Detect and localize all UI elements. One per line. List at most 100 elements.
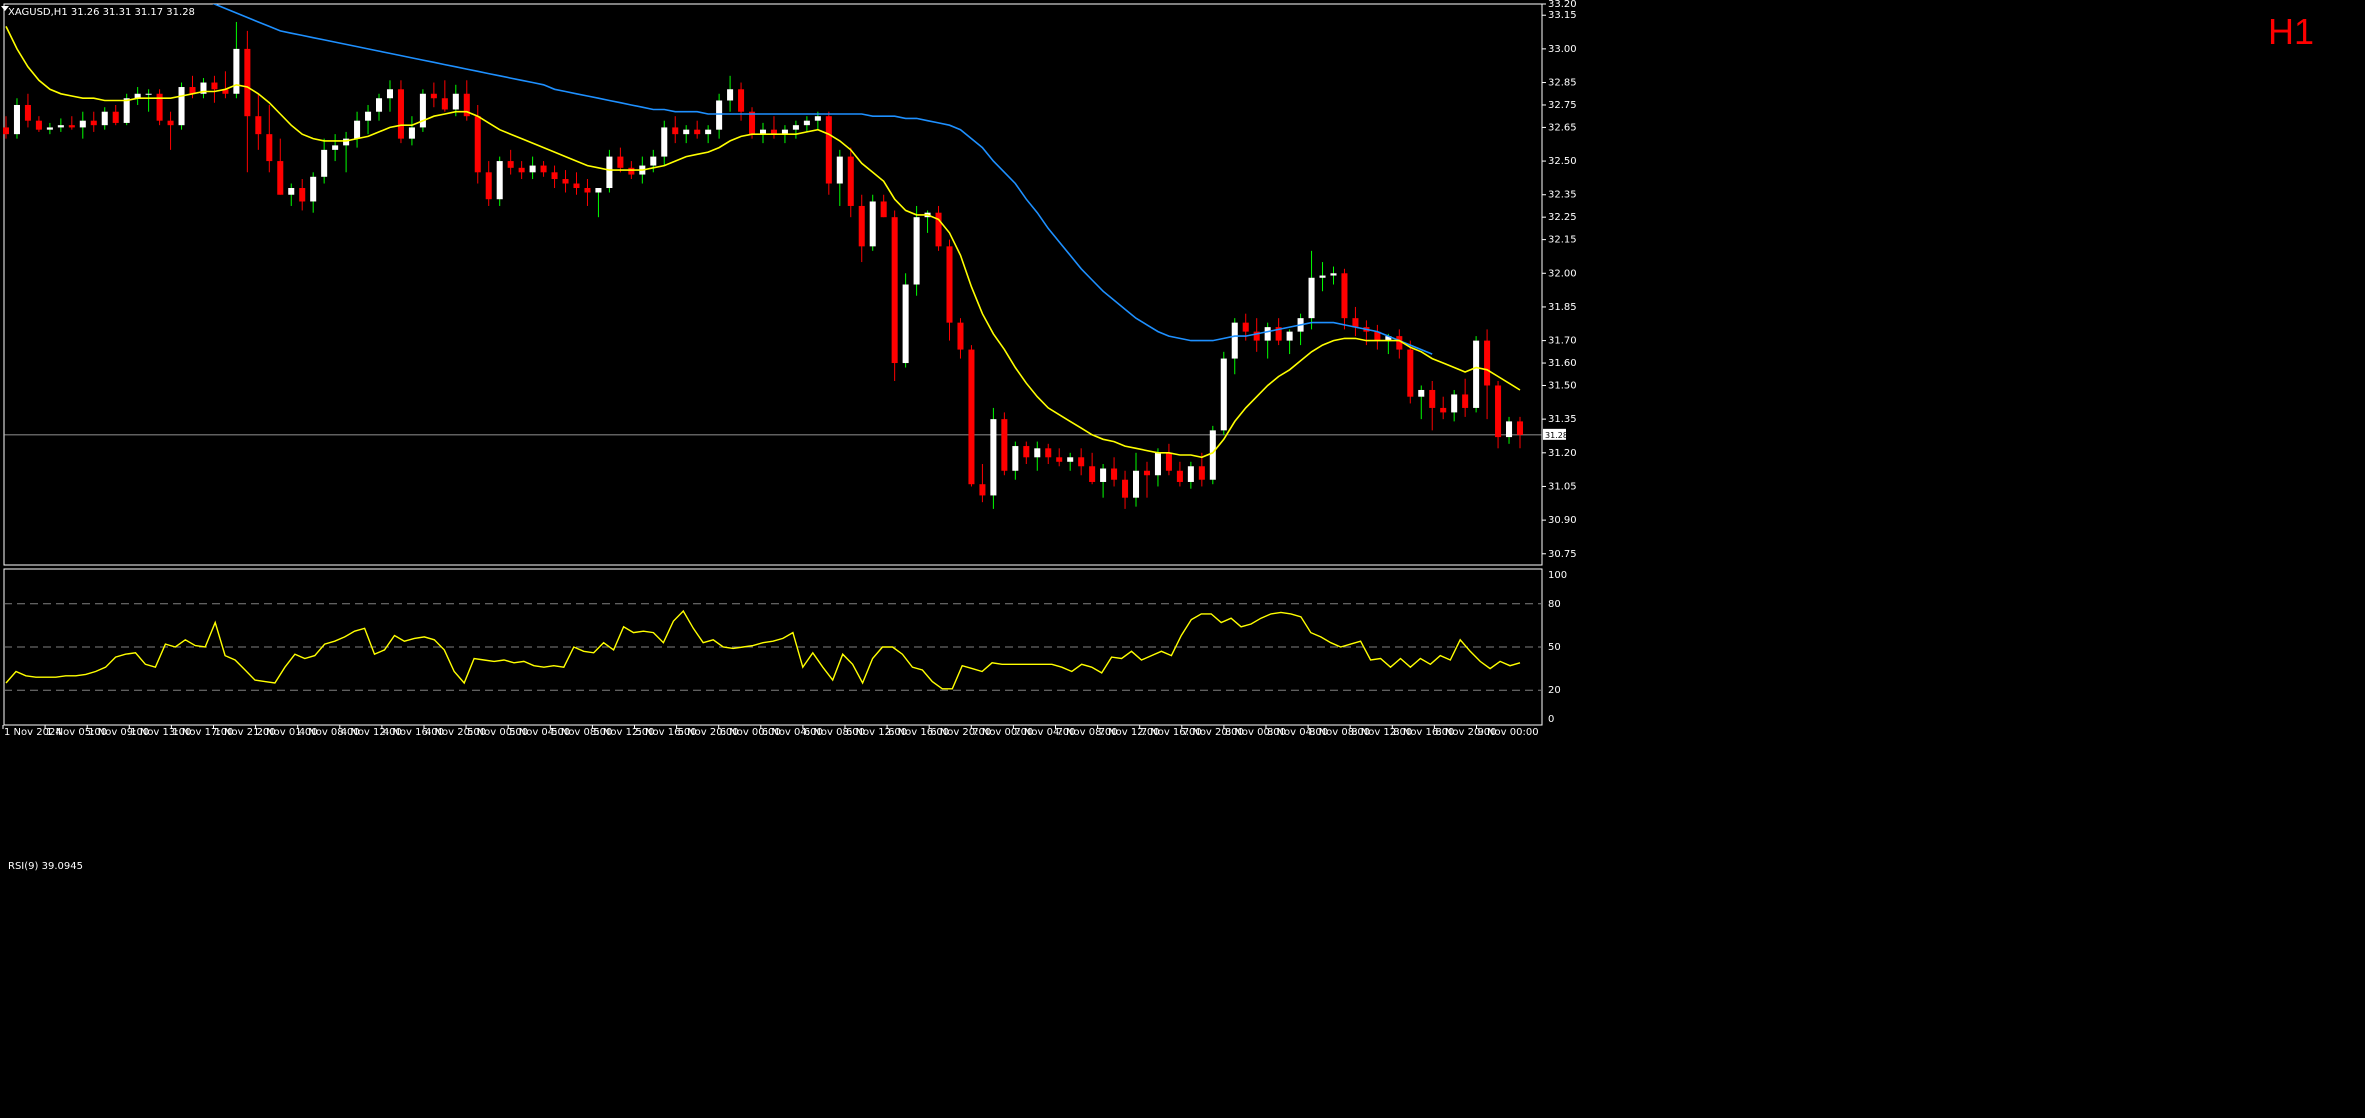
candle-body [101, 111, 108, 126]
time-tick-label: 4 Nov 12:00 [341, 727, 402, 738]
candle-body [584, 188, 591, 193]
time-tick-label: 7 Nov 12:00 [1099, 727, 1160, 738]
candle-body [452, 93, 459, 110]
time-tick-label: 1 Nov 17:00 [172, 727, 233, 738]
candle-body [1242, 322, 1249, 332]
price-tick-label: 32.75 [1548, 100, 1577, 111]
candle-body [1385, 336, 1392, 341]
price-frame [3, 3, 1543, 566]
candle-body [1111, 468, 1118, 480]
candle-body [727, 89, 734, 101]
price-tick-label: 32.35 [1548, 190, 1577, 201]
candle-body [189, 87, 196, 94]
candle-body [990, 419, 997, 496]
candle-body [1506, 421, 1513, 438]
candle-body [606, 156, 613, 189]
time-tick-label: 6 Nov 16:00 [888, 727, 949, 738]
collapse-triangle-icon[interactable] [1, 6, 9, 11]
price-tick-label: 32.50 [1548, 156, 1577, 167]
candle-body [683, 129, 690, 135]
candle-body [617, 156, 624, 168]
candle-body [562, 179, 569, 184]
candle-body [792, 125, 799, 130]
candle-body [24, 104, 31, 121]
candle-body [145, 93, 152, 95]
candle-body [738, 89, 745, 112]
candle-body [781, 129, 788, 135]
time-tick-label: 8 Nov 16:00 [1393, 727, 1454, 738]
candle-body [759, 129, 767, 135]
time-tick-label: 8 Nov 08:00 [1309, 727, 1370, 738]
current-price-label: 31.28 [1545, 431, 1568, 440]
candle-body [1056, 457, 1063, 462]
candle-body [299, 188, 306, 202]
candle-body [1067, 457, 1074, 462]
candle-body [1209, 430, 1216, 480]
candle-body [946, 246, 953, 323]
rsi-tick-label: 50 [1548, 642, 1561, 653]
time-tick-label: 4 Nov 20:00 [425, 727, 486, 738]
time-tick-label: 9 Nov 00:00 [1478, 727, 1539, 738]
time-tick-label: 5 Nov 00:00 [467, 727, 528, 738]
candle-body [935, 212, 942, 247]
candle-body [1220, 358, 1227, 431]
candle-body [891, 217, 898, 364]
candle-body [441, 98, 448, 110]
candle-body [1286, 331, 1293, 341]
time-tick-label: 5 Nov 12:00 [593, 727, 654, 738]
candle-body [1407, 349, 1414, 397]
candle-body [979, 484, 986, 496]
candle-body [902, 284, 909, 364]
candle-body [1396, 336, 1403, 350]
candle-body [288, 188, 295, 195]
candle-body [1100, 468, 1107, 482]
candle-body [233, 48, 240, 94]
candle-body [803, 120, 810, 126]
candle-body [1451, 394, 1458, 413]
price-tick-label: 32.25 [1548, 212, 1577, 223]
time-tick-label: 7 Nov 20:00 [1183, 727, 1244, 738]
rsi-header: RSI(9) 39.0945 [8, 861, 83, 872]
time-tick-label: 7 Nov 04:00 [1014, 727, 1075, 738]
moving-averages [5, 4, 1521, 459]
candle-body [321, 149, 328, 177]
candle-body [1319, 275, 1326, 278]
time-tick-label: 1 Nov 13:00 [130, 727, 191, 738]
candle-body [595, 188, 602, 193]
candle-body [123, 98, 130, 123]
candle-body [408, 127, 415, 139]
candle-body [255, 116, 262, 135]
candle-body [68, 125, 75, 128]
candle-body [1045, 448, 1052, 458]
rsi-tick-label: 100 [1548, 570, 1567, 581]
candle-body [1462, 394, 1469, 408]
time-tick-label: 7 Nov 00:00 [972, 727, 1033, 738]
candle-body [1154, 452, 1161, 476]
candle-body [1308, 277, 1315, 319]
price-tick-label: 33.20 [1548, 0, 1577, 10]
candle-body [716, 100, 723, 130]
time-tick-label: 5 Nov 16:00 [636, 727, 697, 738]
time-tick-label: 4 Nov 08:00 [299, 727, 360, 738]
candle-body [694, 129, 701, 135]
time-tick-label: 7 Nov 08:00 [1057, 727, 1118, 738]
candle-body [1330, 273, 1337, 276]
price-tick-label: 31.70 [1548, 336, 1577, 347]
time-tick-label: 7 Nov 16:00 [1141, 727, 1202, 738]
price-tick-label: 31.85 [1548, 302, 1577, 313]
time-tick-label: 6 Nov 12:00 [846, 727, 907, 738]
candle-body [628, 167, 635, 175]
candle-body [178, 87, 185, 126]
price-tick-label: 33.00 [1548, 44, 1577, 55]
candle-body [310, 176, 317, 202]
price-tick-label: 32.00 [1548, 268, 1577, 279]
time-tick-label: 6 Nov 00:00 [720, 727, 781, 738]
candle-body [529, 165, 536, 173]
candle-body [13, 104, 20, 135]
candle-body [518, 167, 525, 173]
candle-body [814, 116, 821, 121]
price-tick-label: 31.05 [1548, 481, 1577, 492]
candle-body [375, 98, 383, 112]
candle-body [496, 161, 503, 200]
candle-body [650, 156, 657, 166]
